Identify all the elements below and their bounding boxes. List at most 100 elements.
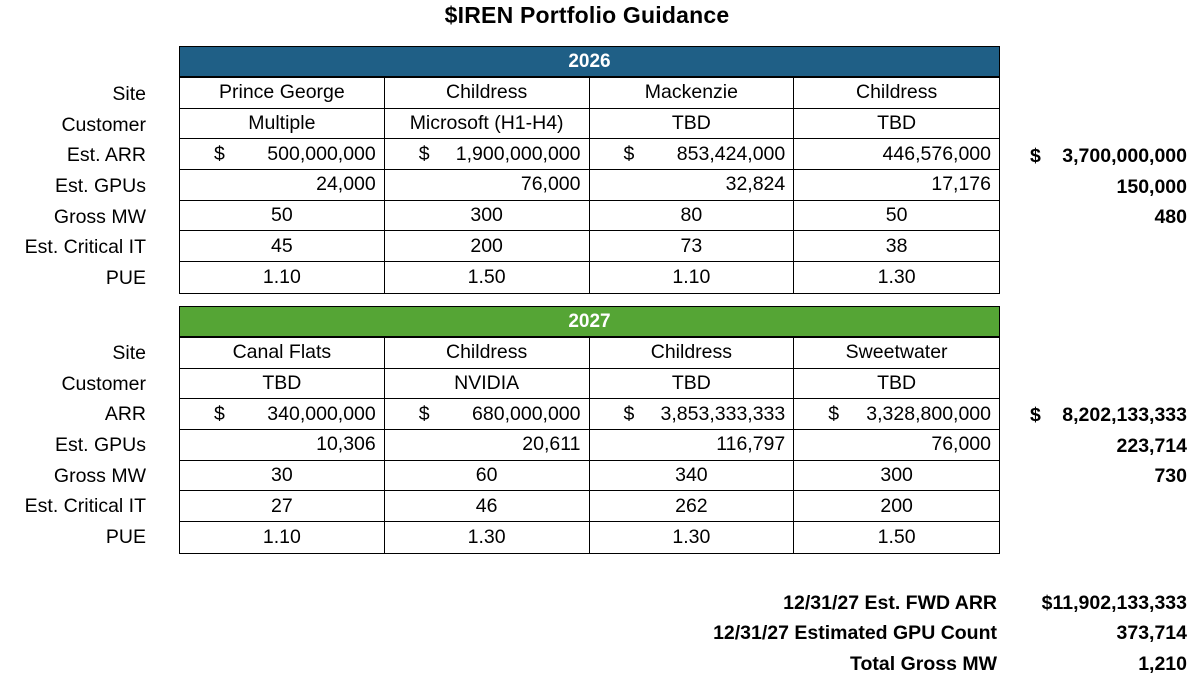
cell-site: Childress bbox=[384, 338, 590, 369]
cell-site: Sweetwater bbox=[794, 338, 999, 369]
cell-critical-it: 200 bbox=[794, 491, 999, 523]
cell-arr: $853,424,000 bbox=[589, 139, 795, 171]
table-row-critical-it: 45 200 73 38 bbox=[180, 231, 999, 263]
table-row-critical-it: 27 46 262 200 bbox=[180, 491, 999, 523]
label-customer: Customer bbox=[61, 372, 146, 395]
summary-value: 373,714 bbox=[1116, 622, 1188, 645]
cell-gross-mw: 300 bbox=[384, 200, 590, 232]
summary-value: 1,210 bbox=[1138, 652, 1187, 675]
cell-critical-it: 45 bbox=[180, 231, 385, 263]
summary-label: 12/31/27 Estimated GPU Count bbox=[713, 622, 997, 645]
label-critical-it: Est. Critical IT bbox=[24, 495, 146, 518]
cell-site: Canal Flats bbox=[180, 338, 385, 369]
cell-arr: $500,000,000 bbox=[180, 139, 385, 171]
cell-arr: $3,853,333,333 bbox=[589, 399, 795, 431]
totals-2027: $8,202,133,333 223,714 730 bbox=[1010, 400, 1187, 492]
cell-pue: 1.30 bbox=[385, 522, 590, 553]
cell-critical-it: 200 bbox=[384, 231, 590, 263]
currency-symbol: $ bbox=[418, 402, 430, 425]
table-row-pue: 1.10 1.50 1.10 1.30 bbox=[180, 262, 999, 293]
currency-symbol: $ bbox=[418, 142, 430, 165]
summary-row-gross-mw: Total Gross MW 1,210 bbox=[560, 649, 1187, 680]
cell-critical-it: 262 bbox=[589, 491, 795, 523]
arr-value: 3,328,800,000 bbox=[866, 402, 991, 425]
cell-gpus: 76,000 bbox=[384, 170, 590, 201]
total-gpus-2026: 150,000 bbox=[1116, 175, 1188, 198]
summary-row-fwd-arr: 12/31/27 Est. FWD ARR $11,902,133,333 bbox=[560, 588, 1187, 619]
table-row-customer: TBD NVIDIA TBD TBD bbox=[180, 368, 999, 400]
label-critical-it: Est. Critical IT bbox=[24, 236, 146, 259]
arr-value: 3,853,333,333 bbox=[660, 402, 786, 425]
cell-pue: 1.50 bbox=[877, 525, 916, 548]
arr-value: 446,576,000 bbox=[882, 142, 991, 165]
cell-customer: TBD bbox=[180, 368, 385, 400]
total-arr-2026: $3,700,000,000 bbox=[1010, 141, 1187, 172]
cell-site: Mackenzie bbox=[589, 78, 795, 109]
cell-gross-mw: 30 bbox=[180, 460, 385, 492]
year-header-2027: 2027 bbox=[179, 306, 1000, 337]
arr-value: 1,900,000,000 bbox=[455, 142, 581, 165]
cell-gross-mw: 300 bbox=[794, 461, 999, 492]
summary-row-gpu-count: 12/31/27 Estimated GPU Count 373,714 bbox=[560, 619, 1187, 650]
cell-gross-mw: 80 bbox=[589, 200, 795, 232]
table-row-arr: $340,000,000 $680,000,000 $3,853,333,333… bbox=[180, 399, 999, 431]
cell-customer: TBD bbox=[589, 368, 795, 400]
label-est-gpus: Est. GPUs bbox=[54, 174, 146, 197]
cell-arr: 446,576,000 bbox=[794, 139, 999, 171]
row-labels-2026: Site Customer Est. ARR Est. GPUs Gross M… bbox=[0, 79, 146, 294]
cell-site: Childress bbox=[794, 78, 999, 109]
cell-gpus: 10,306 bbox=[180, 430, 385, 461]
table-row-customer: Multiple Microsoft (H1-H4) TBD TBD bbox=[180, 108, 999, 140]
table-row-site: Prince George Childress Mackenzie Childr… bbox=[180, 78, 999, 109]
label-arr: ARR bbox=[104, 403, 146, 426]
cell-customer: Microsoft (H1-H4) bbox=[384, 108, 590, 140]
label-customer: Customer bbox=[61, 113, 146, 136]
label-site: Site bbox=[112, 82, 146, 105]
table-row-gpus: 10,306 20,611 116,797 76,000 bbox=[180, 430, 999, 461]
label-gross-mw: Gross MW bbox=[53, 205, 146, 228]
currency-symbol: $ bbox=[1030, 403, 1041, 426]
cell-customer: NVIDIA bbox=[384, 368, 590, 400]
cell-site: Prince George bbox=[180, 78, 385, 109]
cell-arr: $340,000,000 bbox=[180, 399, 385, 431]
cell-pue: 1.10 bbox=[180, 522, 385, 553]
currency-symbol: $ bbox=[828, 402, 840, 425]
table-row-gross-mw: 30 60 340 300 bbox=[180, 460, 999, 492]
total-gpus-2027: 223,714 bbox=[1116, 434, 1188, 457]
label-est-gpus: Est. GPUs bbox=[54, 433, 146, 456]
cell-gpus: 32,824 bbox=[589, 170, 795, 201]
table-row-gross-mw: 50 300 80 50 bbox=[180, 200, 999, 232]
label-site: Site bbox=[112, 341, 146, 364]
cell-gross-mw: 50 bbox=[794, 201, 999, 232]
total-arr-2027: $8,202,133,333 bbox=[1010, 400, 1187, 431]
cell-customer: TBD bbox=[589, 108, 795, 140]
arr-value: 500,000,000 bbox=[267, 142, 376, 165]
table-2027: Canal Flats Childress Childress Sweetwat… bbox=[179, 337, 1000, 554]
label-est-arr: Est. ARR bbox=[66, 144, 146, 167]
label-gross-mw: Gross MW bbox=[53, 464, 146, 487]
totals-2026: $3,700,000,000 150,000 480 bbox=[1010, 141, 1187, 233]
currency-symbol: $ bbox=[214, 142, 225, 165]
summary-label: Total Gross MW bbox=[850, 652, 997, 675]
arr-value: 340,000,000 bbox=[267, 402, 376, 425]
cell-gpus: 20,611 bbox=[384, 430, 590, 461]
cell-pue: 1.50 bbox=[385, 262, 590, 293]
total-arr-value: 8,202,133,333 bbox=[1062, 403, 1187, 426]
cell-pue: 1.30 bbox=[877, 265, 916, 288]
total-arr-value: 3,700,000,000 bbox=[1062, 144, 1187, 167]
table-row-arr: $500,000,000 $1,900,000,000 $853,424,000… bbox=[180, 139, 999, 171]
cell-critical-it: 27 bbox=[180, 491, 385, 523]
currency-symbol: $ bbox=[214, 402, 225, 425]
table-row-gpus: 24,000 76,000 32,824 17,176 bbox=[180, 170, 999, 201]
cell-pue: 1.30 bbox=[590, 522, 795, 553]
summary-value: $11,902,133,333 bbox=[1041, 591, 1187, 614]
cell-pue: 1.10 bbox=[180, 262, 385, 293]
currency-symbol: $ bbox=[623, 402, 635, 425]
currency-symbol: $ bbox=[1030, 144, 1041, 167]
arr-value: 680,000,000 bbox=[472, 402, 581, 425]
label-pue: PUE bbox=[105, 525, 146, 548]
cell-critical-it: 38 bbox=[794, 231, 999, 263]
total-mw-2026: 480 bbox=[1154, 206, 1187, 229]
cell-pue: 1.10 bbox=[590, 262, 795, 293]
table-row-site: Canal Flats Childress Childress Sweetwat… bbox=[180, 338, 999, 369]
